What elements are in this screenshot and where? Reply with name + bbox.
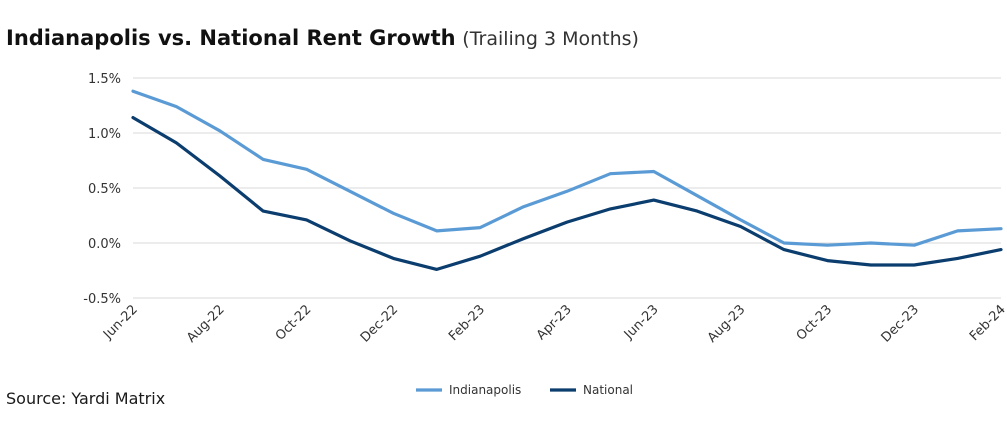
data-point [262,158,264,160]
data-point [566,190,568,192]
data-point [566,221,568,223]
x-tick-label: Dec-23 [879,302,922,345]
y-tick-label: 1.0% [88,127,121,142]
data-point [349,190,351,192]
chart-title-main: Indianapolis vs. National Rent Growth [6,26,456,50]
chart-title-sub: (Trailing 3 Months) [462,28,639,50]
data-point [219,130,221,132]
data-point [305,168,307,170]
data-point [609,173,611,175]
series-line-indianapolis [131,89,1003,247]
y-tick-label: 1.5% [88,72,121,87]
y-tick-label: -0.5% [83,292,121,307]
data-point [696,210,698,212]
data-point [826,244,828,246]
chart-title: Indianapolis vs. National Rent Growth (T… [6,26,639,50]
data-point [1000,248,1002,250]
data-point [783,242,785,244]
data-point [262,210,264,212]
data-point [653,199,655,201]
data-point [132,116,134,118]
data-point [219,175,221,177]
x-tick-label: Dec-22 [358,302,401,345]
data-point [175,105,177,107]
data-point [956,230,958,232]
data-point [653,170,655,172]
x-tick-label: Jun-23 [621,302,662,343]
x-tick-label: Feb-23 [446,302,488,344]
data-point [956,257,958,259]
data-point [696,195,698,197]
data-point [1000,228,1002,230]
x-tick-label: Feb-24 [967,302,1007,344]
data-point [739,219,741,221]
data-point [870,242,872,244]
data-point [913,264,915,266]
data-point [305,219,307,221]
y-axis: 1.5% 1.0% 0.5% 0.0% -0.5% [83,72,121,307]
data-point [132,90,134,92]
y-tick-label: 0.5% [88,182,121,197]
legend: Indianapolis National [416,383,633,397]
source-note: Source: Yardi Matrix [6,389,166,408]
series-lines [131,89,1003,271]
data-point [392,257,394,259]
legend-label-national: National [583,383,633,397]
data-point [392,212,394,214]
data-point [436,230,438,232]
data-point [479,255,481,257]
data-point [436,268,438,270]
data-point [522,237,524,239]
x-tick-label: Oct-22 [273,302,315,344]
x-tick-label: Oct-23 [794,302,836,344]
x-tick-label: Aug-22 [184,302,228,346]
legend-label-indianapolis: Indianapolis [449,383,521,397]
data-point [609,208,611,210]
x-axis: Jun-22 Aug-22 Oct-22 Dec-22 Feb-23 Apr-23 Jun-… [100,302,1007,346]
series-line-national [131,115,1003,271]
data-point [479,226,481,228]
data-point [870,264,872,266]
y-tick-label: 0.0% [88,237,121,252]
data-point [739,225,741,227]
x-tick-label: Apr-23 [534,302,575,343]
data-point [175,142,177,144]
data-point [522,206,524,208]
data-point [826,259,828,261]
data-point [349,240,351,242]
data-point [783,248,785,250]
data-point [913,244,915,246]
x-tick-label: Jun-22 [100,302,141,343]
x-tick-label: Aug-23 [705,302,749,346]
